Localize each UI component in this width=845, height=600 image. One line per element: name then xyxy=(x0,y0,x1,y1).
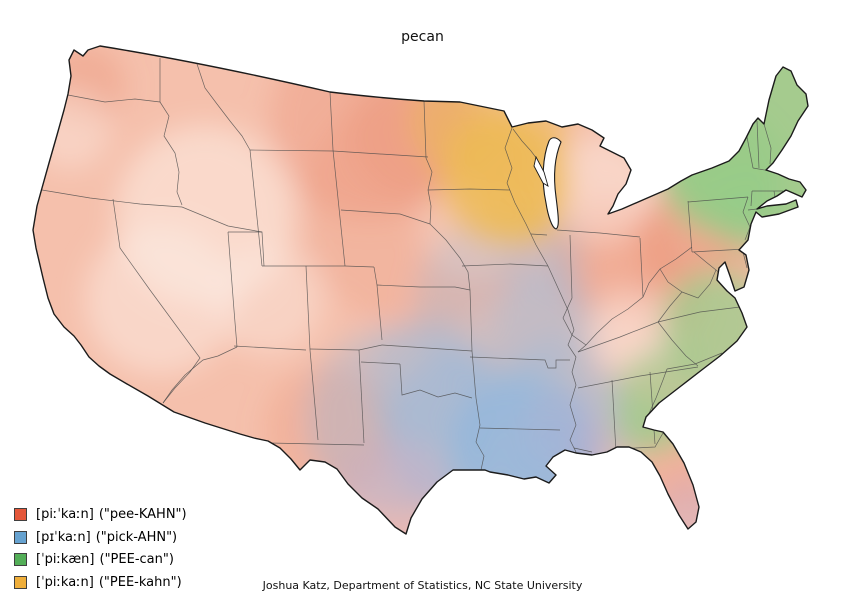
legend: [piːˈkaːn] ("pee-KAHN") [pɪˈkaːn] ("pick-A… xyxy=(14,505,187,595)
legend-gloss: ("PEE-can") xyxy=(99,552,174,567)
legend-label: [piːˈkaːn] ("pee-KAHN") xyxy=(36,507,187,522)
legend-gloss: ("pick-AHN") xyxy=(95,529,178,545)
legend-label: [ˈpiːkæn] ("PEE-can") xyxy=(36,552,174,567)
legend-swatch-pee-kahn-2 xyxy=(14,575,27,589)
state-borders xyxy=(41,58,783,471)
legend-label: [ˈpiːkaːn] ("PEE-kahn") xyxy=(36,575,182,590)
green-bay xyxy=(533,155,549,187)
legend-item: [pɪˈkaːn] ("pick-AHN") xyxy=(14,528,187,547)
legend-ipa: [ˈpiːkaːn] xyxy=(36,574,94,590)
legend-swatch-pee-kahn xyxy=(14,508,27,521)
legend-item: [ˈpiːkæn] ("PEE-can") xyxy=(14,550,187,569)
legend-ipa: [piːˈkaːn] xyxy=(36,507,94,522)
legend-label: [pɪˈkaːn] ("pick-AHN") xyxy=(36,530,177,545)
legend-ipa: [pɪˈkaːn] xyxy=(36,529,91,545)
legend-swatch-pick-ahn xyxy=(14,530,27,544)
lake-michigan xyxy=(542,137,562,230)
legend-swatch-pee-can xyxy=(14,553,27,566)
legend-gloss: ("PEE-kahn") xyxy=(98,574,182,590)
legend-item: [ˈpiːkaːn] ("PEE-kahn") xyxy=(14,573,187,592)
legend-ipa: [ˈpiːkæn] xyxy=(36,552,95,567)
page-title: pecan xyxy=(401,29,444,45)
legend-gloss: ("pee-KAHN") xyxy=(98,507,187,522)
legend-item: [piːˈkaːn] ("pee-KAHN") xyxy=(14,505,187,524)
attribution-caption: Joshua Katz, Department of Statistics, N… xyxy=(262,579,583,592)
